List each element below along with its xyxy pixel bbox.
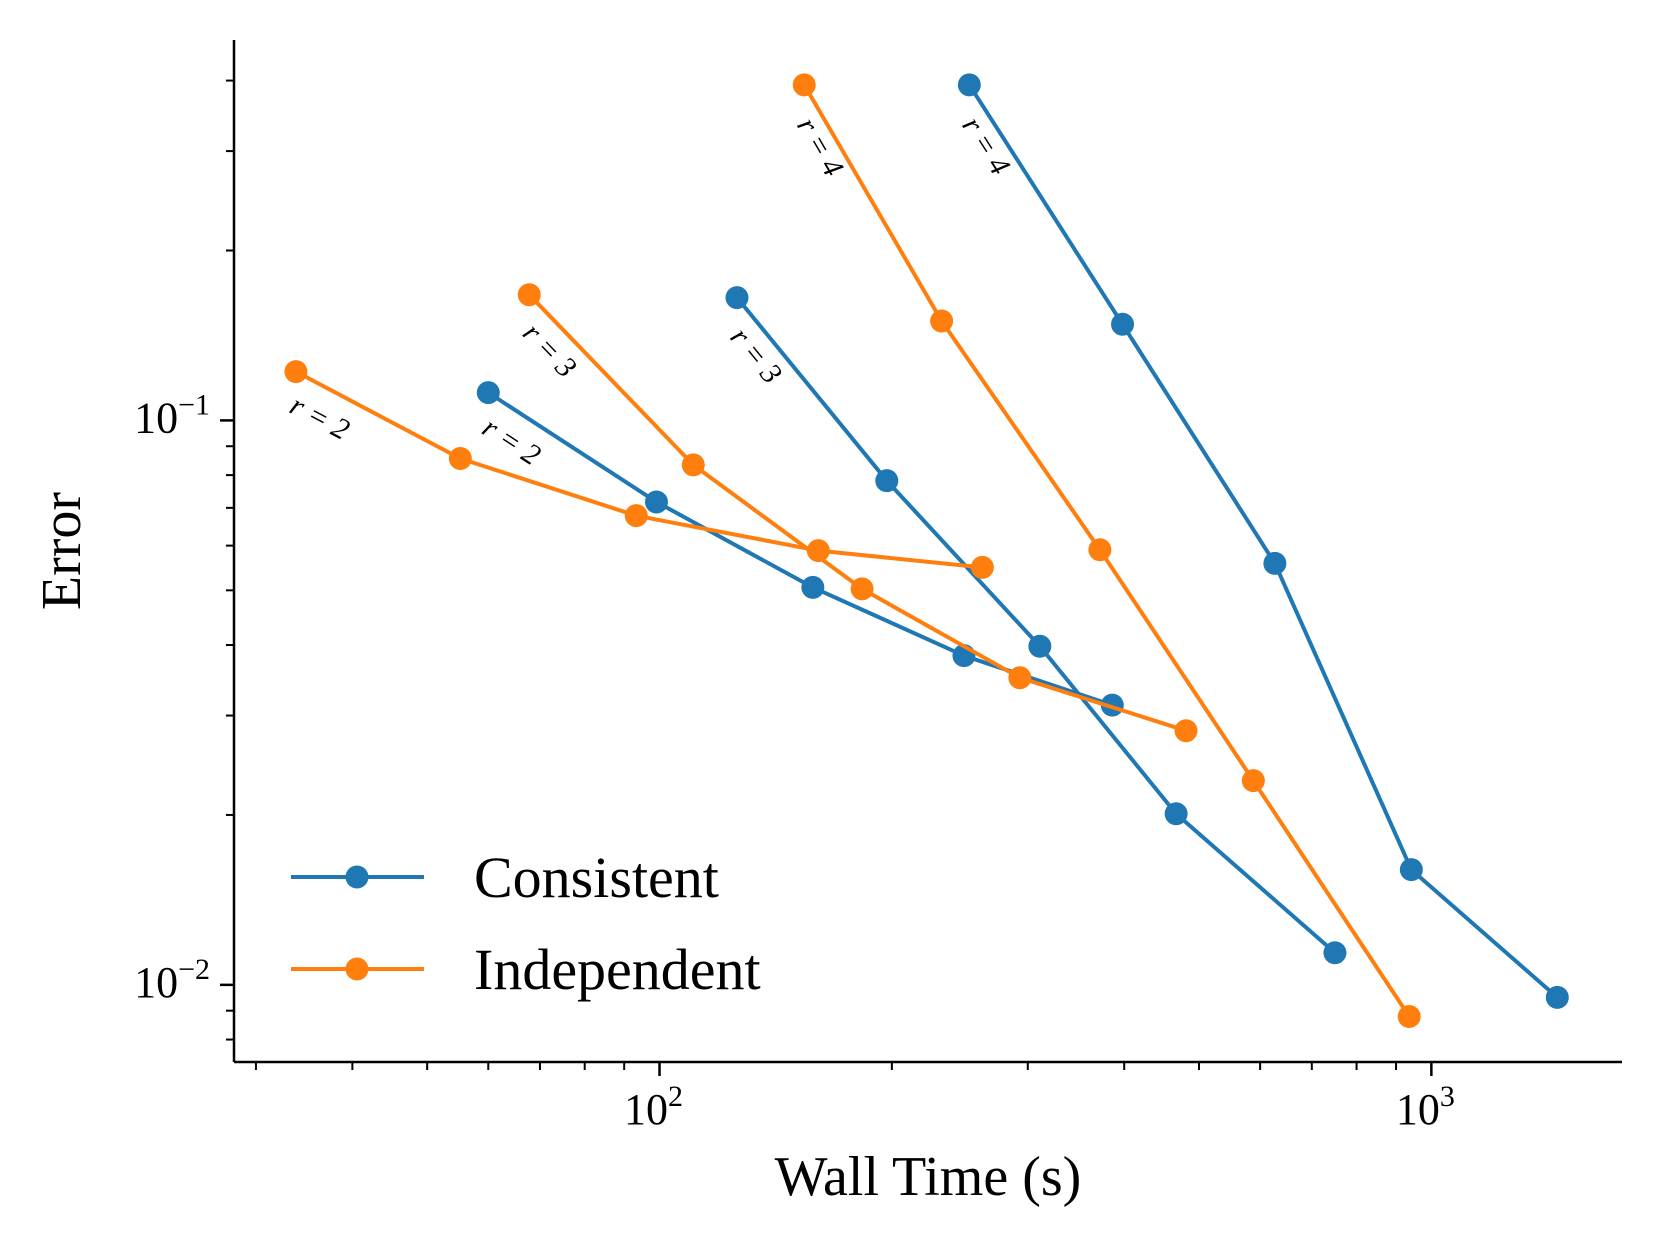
data-point <box>517 283 541 307</box>
data-point <box>448 447 472 471</box>
data-point <box>1399 858 1423 882</box>
data-point <box>1397 1004 1421 1028</box>
x-tick-label: 103 <box>1396 1080 1455 1134</box>
data-point <box>792 73 816 97</box>
data-point <box>801 575 825 599</box>
data-point <box>1174 719 1198 743</box>
x-axis-label: Wall Time (s) <box>775 1146 1082 1208</box>
y-tick-label: 10−1 <box>134 388 210 442</box>
legend-label: Consistent <box>474 845 719 910</box>
series-annotation: r = 3 <box>516 317 583 385</box>
legend-item-independent: Independent <box>291 937 761 1002</box>
data-point <box>284 360 308 384</box>
data-point <box>1008 666 1032 690</box>
series-annotation: r = 3 <box>724 321 789 390</box>
data-point <box>930 309 954 333</box>
series-annotation: r = 2 <box>476 411 546 472</box>
data-point <box>624 504 648 528</box>
data-point <box>1088 538 1112 562</box>
data-point <box>1263 551 1287 575</box>
data-point <box>806 539 830 563</box>
series-line <box>967 83 1559 999</box>
series-consistent-r3: r = 3 <box>724 286 1347 965</box>
x-tick-label: 102 <box>624 1080 683 1134</box>
data-point <box>1164 802 1188 826</box>
data-point <box>1545 985 1569 1009</box>
axes: 102 103 10−1 10−2 <box>134 40 1622 1134</box>
data-point <box>1028 634 1052 658</box>
series-independent-r3: r = 3 <box>516 283 1198 743</box>
legend-label: Independent <box>474 937 761 1002</box>
series-independent-r2: r = 2 <box>284 360 994 579</box>
legend-marker <box>345 957 369 981</box>
legend-marker <box>345 865 369 889</box>
data-point <box>875 469 899 493</box>
y-axis-label: Error <box>31 492 93 611</box>
legend: Consistent Independent <box>291 845 761 1002</box>
legend-item-consistent: Consistent <box>291 845 719 910</box>
data-point <box>476 381 500 405</box>
data-point <box>1111 312 1135 336</box>
y-tick-label: 10−2 <box>134 953 210 1007</box>
series-line <box>735 296 1337 955</box>
data-point <box>970 555 994 579</box>
data-point <box>725 286 749 310</box>
data-point <box>850 577 874 601</box>
data-point <box>1241 769 1265 793</box>
series-independent-r4: r = 4 <box>790 73 1421 1028</box>
data-point <box>644 490 668 514</box>
data-point <box>957 73 981 97</box>
data-point <box>681 453 705 477</box>
series-consistent-r4: r = 4 <box>955 73 1569 1009</box>
data-point <box>1323 941 1347 965</box>
